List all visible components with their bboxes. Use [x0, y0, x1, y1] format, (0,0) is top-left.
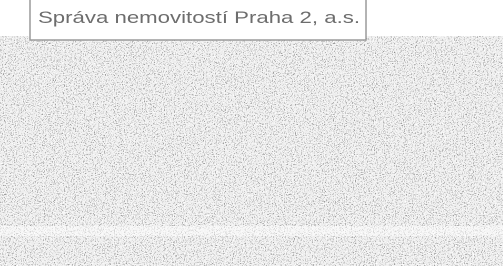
scan-band: [0, 226, 503, 236]
scan: Správa nemovitostí Praha 2, a.s.: [0, 0, 503, 266]
label-text: Správa nemovitostí Praha 2, a.s.: [38, 8, 360, 27]
page: Správa nemovitostí Praha 2, a.s. (() => …: [0, 0, 503, 266]
